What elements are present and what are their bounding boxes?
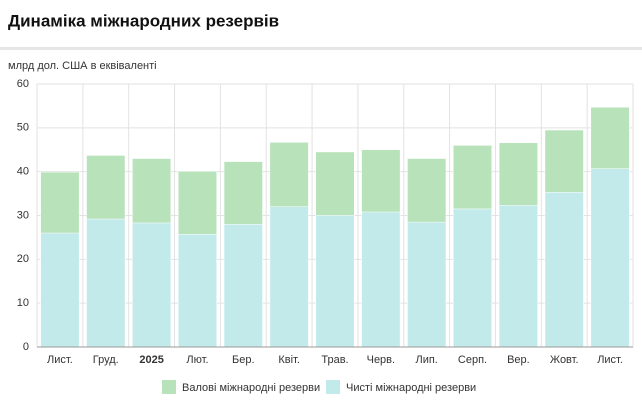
x-tick-label: Лип. xyxy=(415,354,437,366)
x-tick-label: 2025 xyxy=(139,354,163,366)
x-tick-label: Лют. xyxy=(186,354,208,366)
header-divider xyxy=(0,47,642,50)
bar xyxy=(40,232,80,348)
bar xyxy=(177,234,217,348)
x-tick-label: Серп. xyxy=(458,354,487,366)
bar xyxy=(269,206,309,348)
x-tick-label: Бер. xyxy=(232,354,255,366)
x-tick-label: Трав. xyxy=(321,354,348,366)
x-tick-label: Лист. xyxy=(47,354,73,366)
bar xyxy=(361,211,401,348)
x-tick-label: Черв. xyxy=(367,354,395,366)
legend-label: Чисті міжнародні резерви xyxy=(346,382,476,394)
x-tick-label: Лист. xyxy=(597,354,623,366)
y-axis-label: млрд дол. США в еквіваленті xyxy=(8,60,157,72)
y-tick-label: 20 xyxy=(17,253,29,265)
bar xyxy=(407,221,447,348)
bar xyxy=(498,205,538,348)
bar xyxy=(223,224,263,348)
y-tick-label: 10 xyxy=(17,297,29,309)
y-tick-label: 30 xyxy=(17,209,29,221)
bar xyxy=(544,192,584,348)
bar xyxy=(132,222,172,348)
x-tick-label: Груд. xyxy=(93,354,119,366)
y-tick-label: 50 xyxy=(17,122,29,134)
bar xyxy=(453,208,493,348)
legend-swatch xyxy=(162,380,176,394)
y-tick-label: 40 xyxy=(17,166,29,178)
x-tick-label: Жовт. xyxy=(550,354,579,366)
x-tick-label: Квіт. xyxy=(278,354,300,366)
legend-label: Валові міжнародні резерви xyxy=(182,382,320,394)
bar xyxy=(315,215,355,348)
bar xyxy=(86,218,126,348)
y-tick-label: 60 xyxy=(17,78,29,90)
bar xyxy=(590,168,630,348)
chart-title: Динаміка міжнародних резервів xyxy=(8,11,279,30)
legend-swatch xyxy=(326,380,340,394)
x-tick-label: Вер. xyxy=(507,354,530,366)
y-tick-label: 0 xyxy=(23,341,29,353)
